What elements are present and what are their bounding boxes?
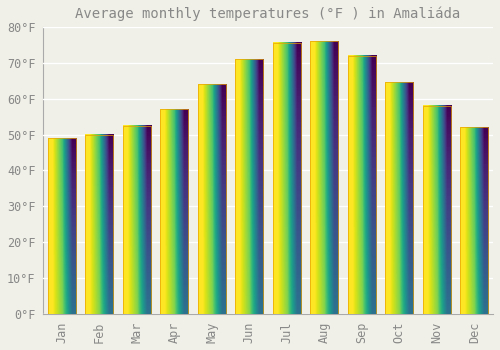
Bar xyxy=(460,127,488,314)
Bar xyxy=(348,56,376,314)
Bar xyxy=(422,106,451,314)
Bar xyxy=(86,134,114,314)
Title: Average monthly temperatures (°F ) in Amaliáda: Average monthly temperatures (°F ) in Am… xyxy=(76,7,460,21)
Bar xyxy=(48,138,76,314)
Bar xyxy=(385,83,414,314)
Bar xyxy=(198,84,226,314)
Bar xyxy=(123,126,151,314)
Bar xyxy=(160,109,188,314)
Bar xyxy=(273,43,301,314)
Bar xyxy=(310,41,338,314)
Bar xyxy=(236,59,264,314)
